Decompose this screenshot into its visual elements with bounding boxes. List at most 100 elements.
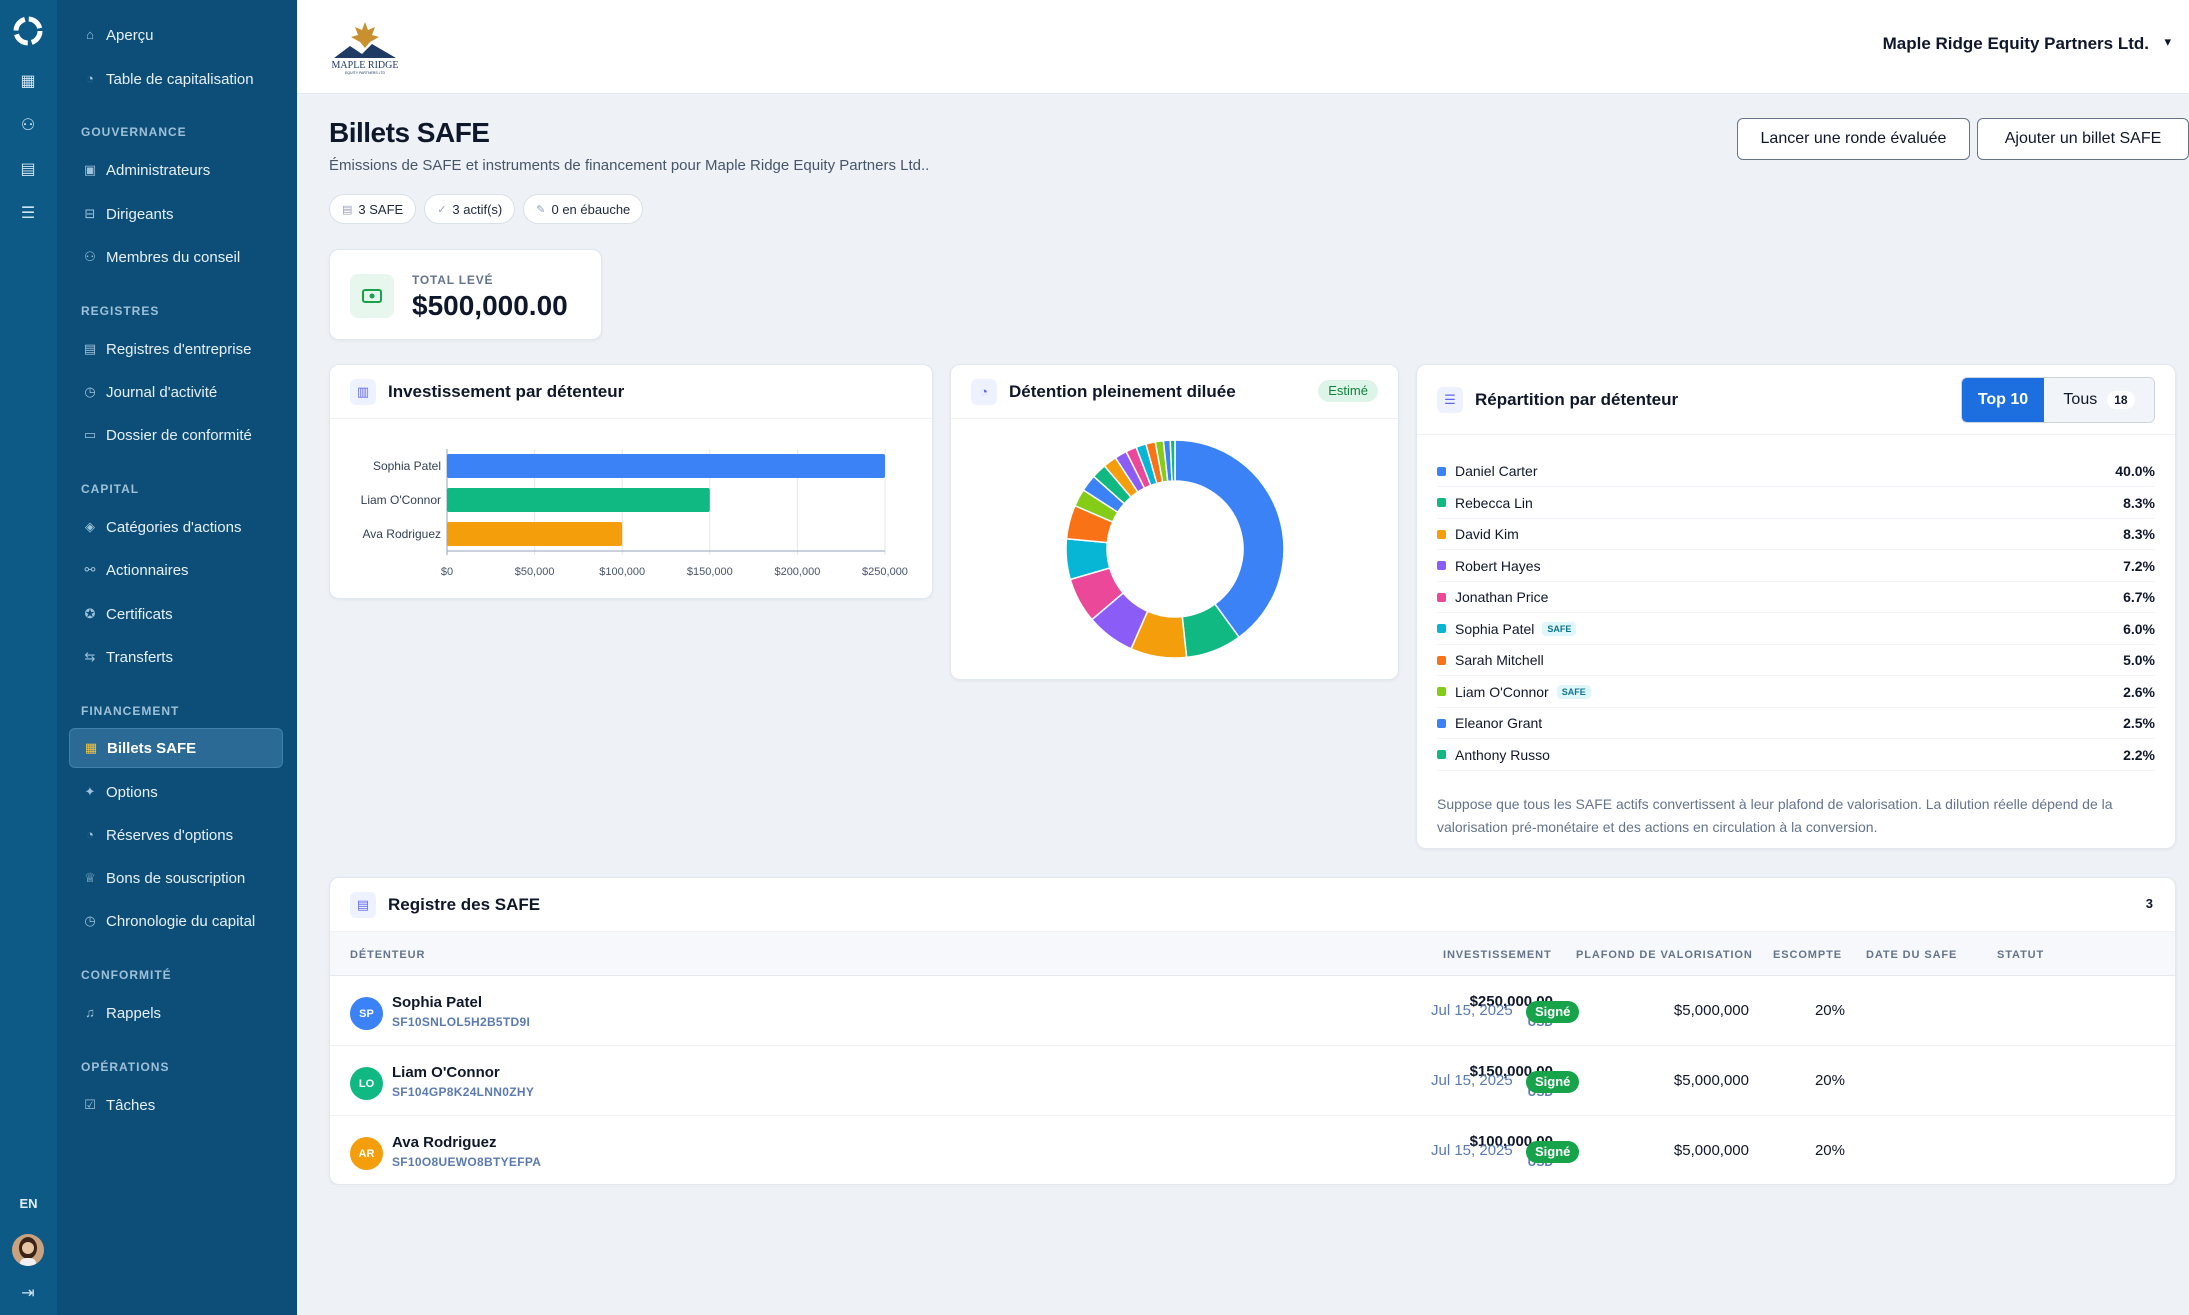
column-header[interactable]: ESCOMPTE (1773, 949, 1842, 961)
x-tick-label: $0 (441, 566, 453, 578)
stat-label: TOTAL LEVÉ (412, 273, 494, 287)
section-title: REGISTRES (81, 304, 160, 318)
logout-icon[interactable]: ⇥ (21, 1285, 35, 1302)
sidebar-item-registres[interactable]: ▤ Registres d'entreprise (69, 329, 283, 369)
sidebar-item-label: Administrateurs (106, 161, 211, 179)
holder-percent: 5.0% (2123, 652, 2155, 668)
sidebar-item-bons[interactable]: ♕ Bons de souscription (69, 858, 283, 898)
avatar: LO (350, 1067, 383, 1100)
users-icon[interactable]: ⚇ (20, 117, 36, 134)
bar-chart: $0 $50,000 $100,000 $150,000 $200,000 $250,00… (361, 449, 908, 578)
x-tick-label: $200,000 (774, 566, 820, 578)
document-icon[interactable]: ▤ (20, 161, 36, 178)
tab-top-10[interactable]: Top 10 (1962, 378, 2044, 422)
sidebar-item-conseil[interactable]: ⚇ Membres du conseil (69, 237, 283, 277)
checklist-icon: ☑ (84, 1097, 96, 1112)
card-header: ▤ Registre des SAFE (330, 878, 2175, 932)
color-swatch (1437, 561, 1446, 570)
sidebar-item-categories[interactable]: ◈ Catégories d'actions (69, 507, 283, 547)
distribution-card: ☰ Répartition par détenteur Top 10 Tous 1… (1416, 364, 2176, 849)
sidebar-item-options[interactable]: ✦ Options (69, 772, 283, 812)
column-header[interactable]: DATE DU SAFE (1866, 949, 1958, 961)
color-swatch (1437, 687, 1446, 696)
chip-label: 3 actif(s) (452, 201, 503, 217)
sidebar-item-label: Certificats (106, 605, 173, 623)
holder-name-text: Liam O'Connor (1455, 683, 1549, 700)
discount: 20% (1814, 1142, 1845, 1159)
sidebar-item-actionnaires[interactable]: ⚯ Actionnaires (69, 550, 283, 590)
launch-priced-round-button[interactable]: Lancer une ronde évaluée (1737, 118, 1970, 160)
sidebar-item-conformite[interactable]: ▭ Dossier de conformité (69, 415, 283, 455)
holder-name[interactable]: Liam O'Connor (392, 1064, 500, 1081)
app-logo-icon[interactable] (12, 15, 44, 47)
donut-slice[interactable] (1174, 439, 1285, 639)
valuation-cap: $5,000,000 (1673, 1002, 1749, 1019)
category-label: Liam O'Connor (361, 493, 441, 507)
chevron-down-icon[interactable]: ▾ (2164, 34, 2171, 49)
x-tick-label: $250,000 (862, 566, 908, 578)
add-safe-button[interactable]: Ajouter un billet SAFE (1977, 118, 2189, 160)
language-switch[interactable]: EN (19, 1196, 38, 1211)
card-header: ▥ Investissement par détenteur (330, 365, 932, 419)
discount: 20% (1814, 1072, 1845, 1089)
holder-name-text: Sophia Patel (1455, 620, 1535, 637)
bar[interactable] (447, 454, 885, 478)
sidebar-item-billets-safe[interactable]: ▦ Billets SAFE (69, 728, 283, 768)
sidebar-item-chronologie[interactable]: ◷ Chronologie du capital (69, 901, 283, 941)
column-header[interactable]: INVESTISSEMENT (1443, 949, 1552, 961)
sidebar-item-apercu[interactable]: ⌂ Aperçu (69, 15, 283, 55)
column-header[interactable]: DÉTENTEUR (350, 949, 426, 961)
sidebar-item-administrateurs[interactable]: ▣ Administrateurs (69, 150, 283, 190)
holder-name[interactable]: Sophia Patel (392, 994, 483, 1011)
sidebar-item-rappels[interactable]: ♫ Rappels (69, 993, 283, 1033)
bar[interactable] (447, 488, 710, 512)
color-swatch (1437, 466, 1446, 476)
section-title: GOUVERNANCE (81, 125, 187, 139)
sidebar-item-reserves[interactable]: ◔ Réserves d'options (69, 815, 283, 855)
transfer-icon: ⇆ (84, 649, 96, 664)
sidebar-item-dirigeants[interactable]: ⊟ Dirigeants (69, 194, 283, 234)
sidebar-item-label: Membres du conseil (106, 248, 241, 266)
sidebar-item-certificats[interactable]: ✪ Certificats (69, 594, 283, 634)
sidebar-item-cap-table[interactable]: ◔ Table de capitalisation (69, 59, 283, 99)
holder-percent: 2.2% (2123, 746, 2155, 763)
column-header[interactable]: STATUT (1997, 949, 2045, 961)
safe-date: Jul 15, 2025 (1431, 1072, 1513, 1089)
sidebar-item-transferts[interactable]: ⇆ Transferts (69, 637, 283, 677)
holder-name-text: Daniel Carter (1455, 463, 1538, 479)
table-row[interactable]: SP Sophia Patel SF10SNLOL5H2B5TD9I $250,000… (330, 976, 2175, 1046)
color-swatch (1437, 624, 1446, 633)
safe-date: Jul 15, 2025 (1431, 1002, 1513, 1019)
table-row[interactable]: LO Liam O'Connor SF104GP8K24LNN0ZHY $150,00… (330, 1046, 2175, 1116)
table-row[interactable]: AR Ava Rodriguez SF10O8UEWO8BTYEFPA $100,00… (330, 1116, 2175, 1186)
brand-logo[interactable]: MAPLE RIDGE EQUITY PARTNERS LTD (320, 18, 410, 76)
safe-tag: SAFE (1556, 684, 1591, 699)
sliders-icon[interactable]: ☰ (20, 205, 36, 222)
pie-icon: ◔ (86, 71, 94, 86)
holder-name: Anthony Russo (1455, 747, 2123, 763)
holder-name[interactable]: Ava Rodriguez (392, 1134, 497, 1151)
tab-all[interactable]: Tous 18 (2044, 378, 2154, 422)
stat-value: $500,000.00 (412, 290, 568, 321)
grid-icon[interactable]: ▦ (20, 73, 36, 90)
user-avatar[interactable] (12, 1234, 44, 1266)
column-header[interactable]: PLAFOND DE VALORISATION (1576, 949, 1753, 961)
company-switcher[interactable]: Maple Ridge Equity Partners Ltd. (1882, 34, 2149, 53)
list-item: Rebecca Lin 8.3% (1437, 488, 2155, 519)
sidebar-item-label: Actionnaires (106, 561, 189, 579)
card-title: Détention pleinement diluée (1009, 381, 1236, 401)
list-item: Sophia Patel SAFE 6.0% (1437, 614, 2155, 645)
sidebar-item-taches[interactable]: ☑ Tâches (69, 1085, 283, 1125)
badge-icon: ▣ (83, 162, 97, 177)
brand-tagline: EQUITY PARTNERS LTD (345, 71, 385, 75)
cash-icon (350, 274, 394, 318)
donut-slice[interactable] (1169, 439, 1176, 482)
chip-label: 0 en ébauche (551, 201, 631, 217)
bar[interactable] (447, 522, 623, 546)
investment-chart-card: ▥ Investissement par détenteur $0 $50,000… (329, 364, 933, 599)
folder-icon: ▭ (83, 427, 97, 442)
sidebar-item-journal[interactable]: ◷ Journal d'activité (69, 372, 283, 412)
valuation-cap: $5,000,000 (1673, 1142, 1749, 1159)
holder-name-text: Robert Hayes (1455, 557, 1541, 574)
avatar: AR (350, 1137, 383, 1170)
